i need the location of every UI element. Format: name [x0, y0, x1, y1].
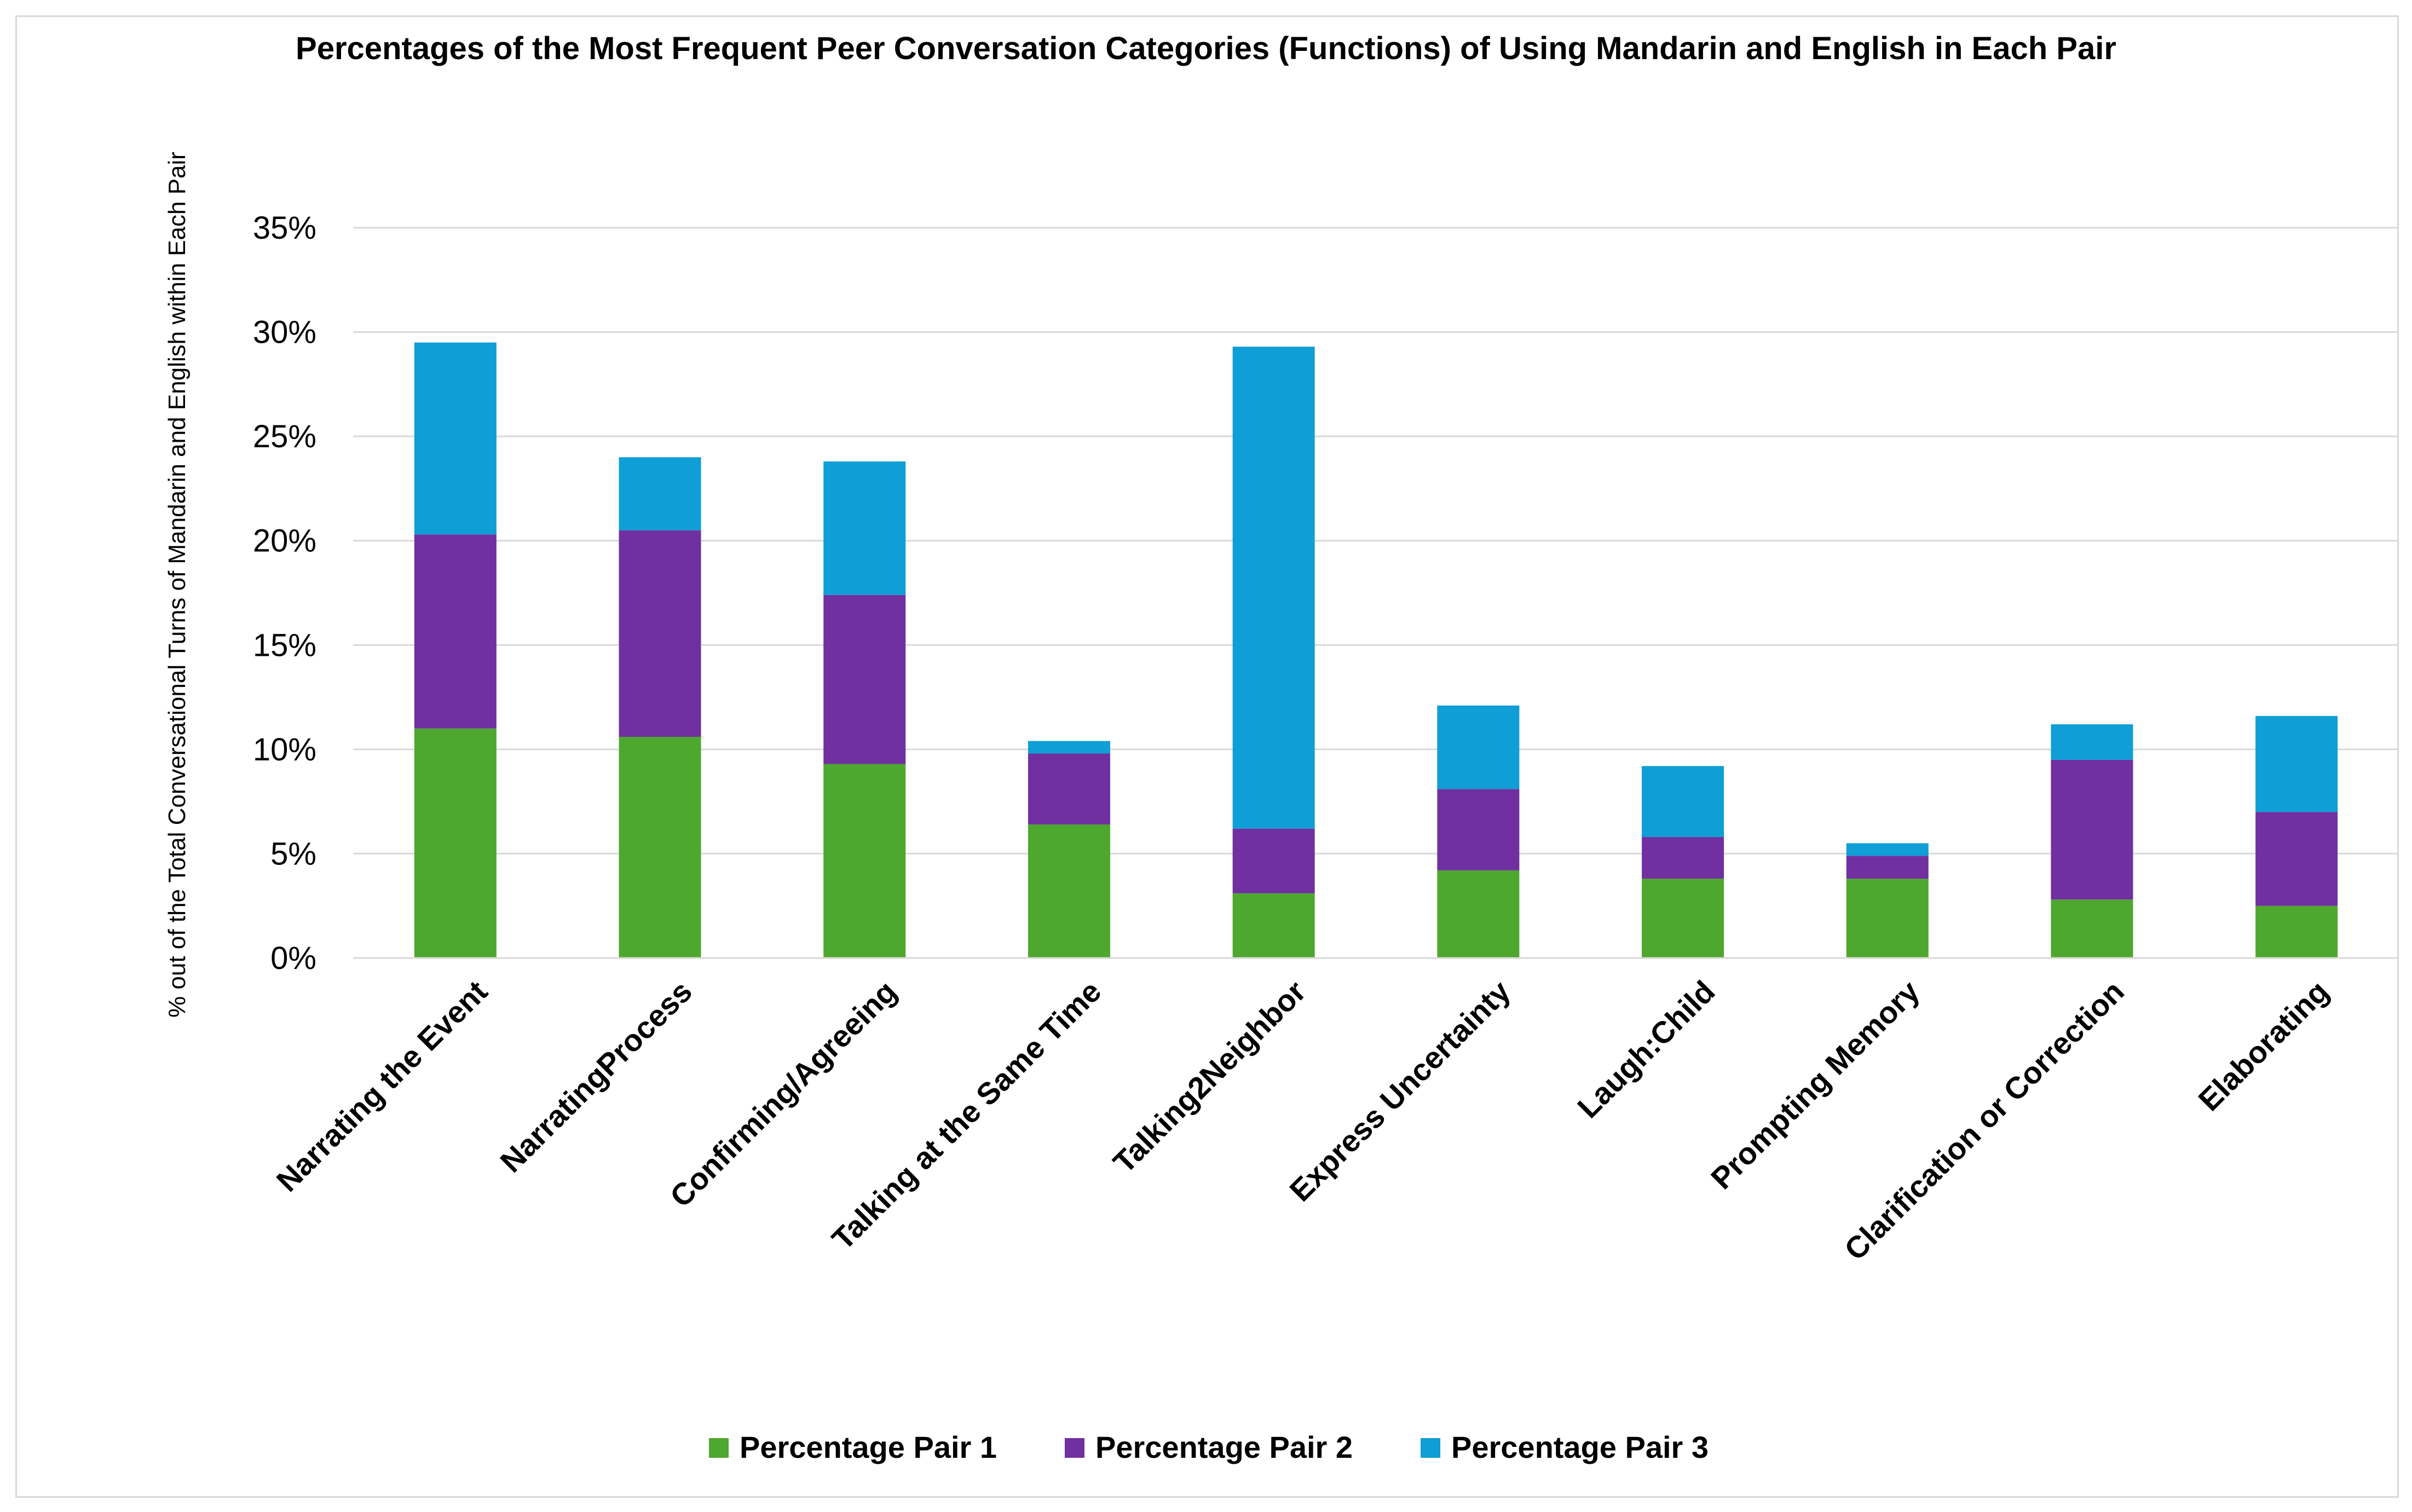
bar-segment-series-2-cat-1 — [414, 534, 497, 729]
bar-segment-series-3-cat-2 — [619, 457, 701, 530]
bar-segment-series-2-cat-8 — [1846, 856, 1929, 879]
bar-segment-series-1-cat-5 — [1232, 893, 1315, 958]
bar-segment-series-2-cat-4 — [1028, 753, 1110, 825]
bar-segment-series-1-cat-8 — [1846, 879, 1929, 958]
bar-segment-series-2-cat-10 — [2255, 812, 2338, 906]
y-tick-label: 25% — [253, 419, 316, 454]
bar-segment-series-3-cat-3 — [823, 461, 906, 595]
bar-segment-series-2-cat-5 — [1232, 828, 1315, 893]
legend-label: Percentage Pair 3 — [1451, 1430, 1709, 1464]
x-axis-ticks: Narrating the Event NarratingProcessConfi… — [270, 974, 2335, 1267]
bar-segment-series-2-cat-7 — [1642, 836, 1724, 879]
bar-segment-series-3-cat-6 — [1437, 705, 1520, 789]
bar-segment-series-3-cat-7 — [1642, 766, 1724, 837]
bar-segment-series-1-cat-2 — [619, 736, 701, 958]
bar-segment-series-3-cat-8 — [1846, 843, 1929, 856]
bar-segment-series-1-cat-3 — [823, 764, 906, 958]
bar-segment-series-1-cat-6 — [1437, 870, 1520, 958]
y-tick-label: 0% — [270, 940, 316, 976]
bar-segment-series-1-cat-4 — [1028, 824, 1110, 958]
x-tick-label: Express Uncertainty — [1283, 974, 1517, 1208]
legend-item-pair-3[interactable]: Percentage Pair 3 — [1421, 1430, 1709, 1464]
bar-segment-series-1-cat-1 — [414, 728, 497, 958]
legend-label: Percentage Pair 1 — [740, 1430, 997, 1464]
x-tick-label: Talking2Neighbor — [1106, 974, 1312, 1180]
y-tick-label: 10% — [253, 732, 316, 767]
legend-swatch — [709, 1438, 729, 1458]
bar-segment-series-2-cat-3 — [823, 595, 906, 764]
bar-segment-series-3-cat-9 — [2051, 724, 2133, 760]
bar-segment-series-1-cat-10 — [2255, 905, 2338, 958]
y-tick-label: 35% — [253, 210, 316, 246]
bar-segment-series-2-cat-6 — [1437, 789, 1520, 870]
legend-item-pair-1[interactable]: Percentage Pair 1 — [709, 1430, 997, 1464]
y-tick-label: 20% — [253, 523, 316, 559]
y-tick-label: 5% — [270, 836, 316, 872]
bar-segment-series-1-cat-7 — [1642, 879, 1724, 958]
legend-label: Percentage Pair 2 — [1095, 1430, 1353, 1464]
x-tick-label: Laugh:Child — [1571, 974, 1721, 1124]
bar-segment-series-3-cat-5 — [1232, 347, 1315, 829]
y-tick-label: 15% — [253, 627, 316, 663]
chart-frame — [15, 15, 2399, 1498]
legend-item-pair-2[interactable]: Percentage Pair 2 — [1065, 1430, 1353, 1464]
legend-swatch — [1421, 1438, 1440, 1458]
x-tick-label: Elaborating — [2191, 974, 2335, 1117]
bar-segment-series-3-cat-1 — [414, 342, 497, 535]
bar-segment-series-2-cat-9 — [2051, 759, 2133, 900]
bar-segment-series-3-cat-4 — [1028, 741, 1110, 754]
y-axis-label: % out of the Total Conversational Turns … — [164, 152, 191, 1018]
legend[interactable]: Percentage Pair 1 Percentage Pair 2 Percen… — [709, 1430, 1709, 1464]
bar-segment-series-3-cat-10 — [2255, 715, 2338, 812]
bars — [414, 342, 2338, 958]
chart-title: Percentages of the Most Frequent Peer Co… — [296, 31, 2116, 66]
y-tick-label: 30% — [253, 315, 316, 350]
legend-swatch — [1065, 1438, 1084, 1458]
bar-segment-series-2-cat-2 — [619, 530, 701, 737]
x-tick-label: Confirming/Agreeing — [663, 974, 903, 1214]
x-tick-label: Prompting Memory — [1704, 974, 1926, 1196]
x-tick-label: Narrating the Event — [270, 974, 494, 1198]
x-tick-label: NarratingProcess — [493, 974, 699, 1179]
y-axis-ticks: 0% 5% 10% 15% 20% 25% 30% 35% — [253, 210, 316, 976]
bar-segment-series-1-cat-9 — [2051, 899, 2133, 958]
